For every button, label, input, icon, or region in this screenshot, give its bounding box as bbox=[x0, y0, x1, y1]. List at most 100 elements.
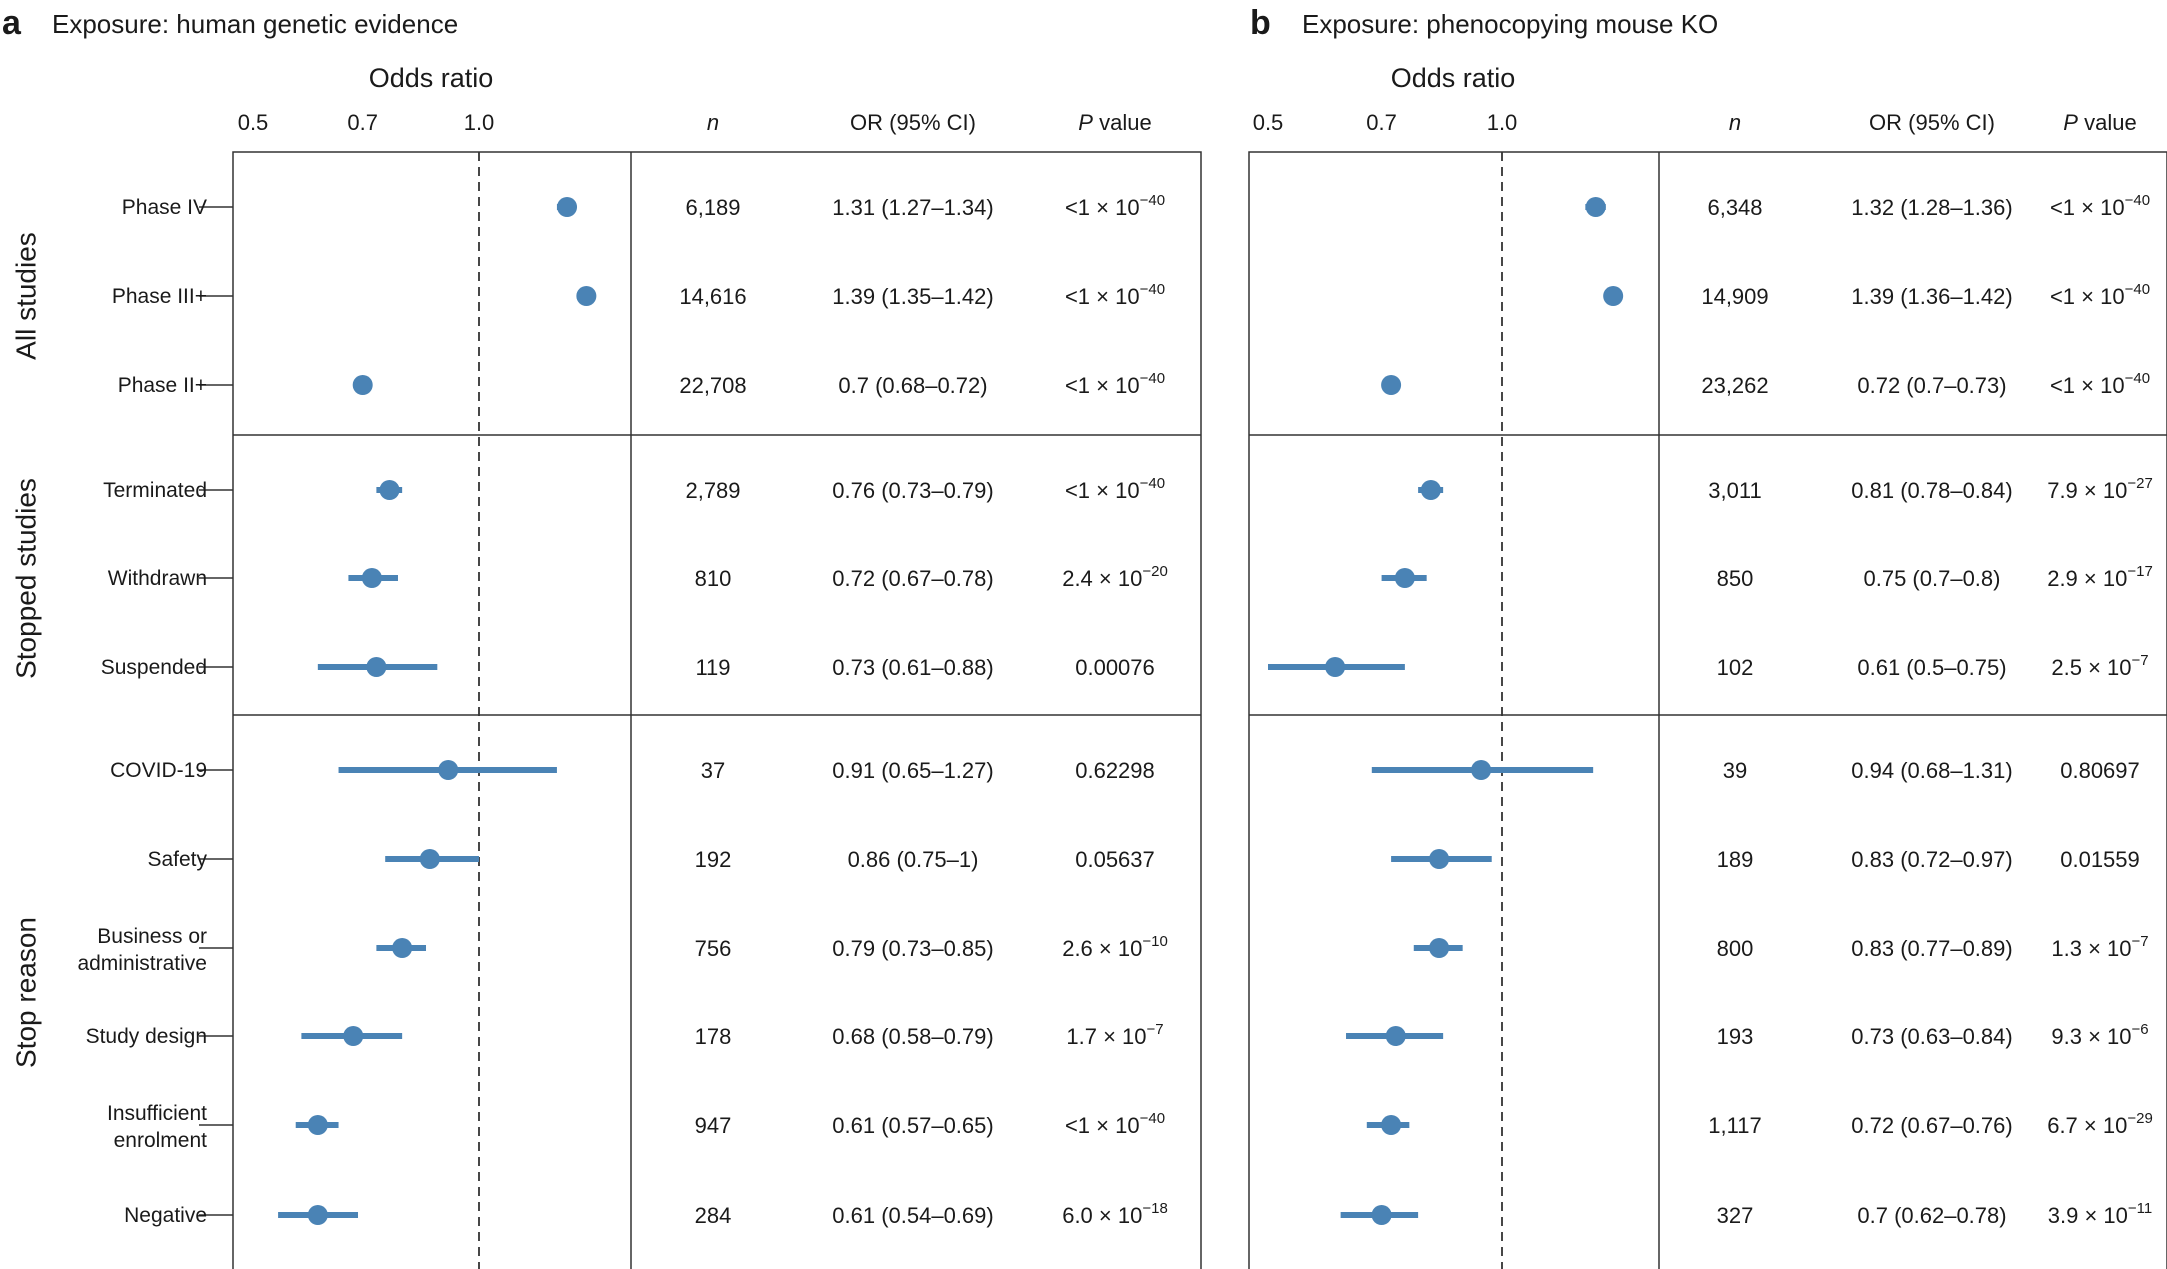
p-exponent: −6 bbox=[2132, 1021, 2149, 1038]
cell-p-value: 0.05637 bbox=[1075, 847, 1155, 872]
or-point bbox=[438, 760, 459, 780]
p-base: 0.80697 bbox=[2060, 758, 2140, 783]
or-point bbox=[352, 375, 373, 395]
row-10: 1,117 0.72 (0.67–0.76) 6.7 × 10−29 bbox=[1366, 1110, 2153, 1138]
or-point bbox=[307, 1115, 328, 1135]
cell-p-value: 6.7 × 10−29 bbox=[2047, 1110, 2153, 1138]
or-point bbox=[1429, 938, 1450, 958]
cell-n: 23,262 bbox=[1701, 373, 1768, 398]
row-7: 192 0.86 (0.75–1) 0.05637 Safety bbox=[147, 847, 1154, 872]
row-2: 23,262 0.72 (0.7–0.73) <1 × 10−40 bbox=[1381, 370, 2150, 398]
row-4: 810 0.72 (0.67–0.78) 2.4 × 10−20 Withdrawn bbox=[108, 563, 1168, 591]
cell-n: 850 bbox=[1717, 566, 1754, 591]
cell-p-value: <1 × 10−40 bbox=[2050, 281, 2150, 309]
p-base: <1 × 10 bbox=[1065, 284, 1140, 309]
cell-or: 0.83 (0.72–0.97) bbox=[1851, 847, 2012, 872]
cell-or: 0.73 (0.61–0.88) bbox=[832, 655, 993, 680]
p-base: <1 × 10 bbox=[2050, 373, 2125, 398]
cell-p-value: 2.5 × 10−7 bbox=[2051, 652, 2148, 680]
p-exponent: −40 bbox=[1140, 281, 1165, 298]
cell-n: 1,117 bbox=[1708, 1113, 1761, 1138]
or-point bbox=[419, 849, 440, 869]
cell-p-value: <1 × 10−40 bbox=[1065, 1110, 1165, 1138]
cell-p-value: 0.62298 bbox=[1075, 758, 1155, 783]
p-exponent: −27 bbox=[2127, 475, 2152, 492]
or-point bbox=[557, 197, 578, 217]
or-point bbox=[361, 568, 382, 588]
cell-p-value: <1 × 10−40 bbox=[1065, 281, 1165, 309]
or-point bbox=[379, 480, 400, 500]
panel-frame bbox=[1248, 151, 2167, 1269]
cell-or: 0.61 (0.54–0.69) bbox=[832, 1203, 993, 1228]
p-base: <1 × 10 bbox=[1065, 478, 1140, 503]
cell-n: 39 bbox=[1723, 758, 1747, 783]
or-point bbox=[1394, 568, 1415, 588]
p-base: 2.6 × 10 bbox=[1062, 936, 1142, 961]
cell-or: 0.79 (0.73–0.85) bbox=[832, 936, 993, 961]
cell-p-value: <1 × 10−40 bbox=[1065, 370, 1165, 398]
p-base: 3.9 × 10 bbox=[2048, 1203, 2128, 1228]
cell-p-value: <1 × 10−40 bbox=[1065, 192, 1165, 220]
p-base: 0.00076 bbox=[1075, 655, 1155, 680]
row-label: administrative bbox=[77, 952, 207, 975]
p-base: 6.7 × 10 bbox=[2047, 1113, 2127, 1138]
cell-p-value: 0.80697 bbox=[2060, 758, 2140, 783]
cell-or: 0.83 (0.77–0.89) bbox=[1851, 936, 2012, 961]
p-exponent: −40 bbox=[1140, 192, 1165, 209]
cell-n: 756 bbox=[695, 936, 732, 961]
row-label: Phase II+ bbox=[118, 374, 207, 397]
p-exponent: −40 bbox=[2125, 281, 2150, 298]
cell-p-value: 0.00076 bbox=[1075, 655, 1155, 680]
cell-p-value: <1 × 10−40 bbox=[1065, 475, 1165, 503]
group-label: Stopped studies bbox=[10, 478, 41, 679]
row-3: 2,789 0.76 (0.73–0.79) <1 × 10−40 Terminate… bbox=[103, 475, 1165, 503]
p-exponent: −40 bbox=[1140, 1110, 1165, 1127]
cell-or: 0.72 (0.67–0.78) bbox=[832, 566, 993, 591]
cell-p-value: <1 × 10−40 bbox=[2050, 192, 2150, 220]
row-label: Phase III+ bbox=[112, 285, 207, 308]
p-base: 1.3 × 10 bbox=[2051, 936, 2131, 961]
cell-or: 0.75 (0.7–0.8) bbox=[1864, 566, 2001, 591]
row-8: 800 0.83 (0.77–0.89) 1.3 × 10−7 bbox=[1413, 933, 2149, 961]
or-point bbox=[1603, 286, 1624, 306]
cell-p-value: 2.4 × 10−20 bbox=[1062, 563, 1168, 591]
column-header-p-rest: value bbox=[2078, 110, 2137, 135]
p-exponent: −10 bbox=[1142, 933, 1167, 950]
row-8: 756 0.79 (0.73–0.85) 2.6 × 10−10 Business o… bbox=[77, 925, 1167, 975]
row-0: 6,189 1.31 (1.27–1.34) <1 × 10−40 Phase IV bbox=[122, 192, 1165, 220]
cell-n: 284 bbox=[695, 1203, 732, 1228]
cell-n: 14,616 bbox=[679, 284, 746, 309]
or-point bbox=[1429, 849, 1450, 869]
cell-or: 0.81 (0.78–0.84) bbox=[1851, 478, 2012, 503]
p-exponent: −7 bbox=[2132, 933, 2149, 950]
x-tick-label: 0.5 bbox=[1253, 110, 1284, 135]
p-base: 0.62298 bbox=[1075, 758, 1155, 783]
cell-p-value: 1.7 × 10−7 bbox=[1066, 1021, 1163, 1049]
or-point bbox=[1381, 375, 1402, 395]
cell-or: 0.68 (0.58–0.79) bbox=[832, 1024, 993, 1049]
cell-or: 0.73 (0.63–0.84) bbox=[1851, 1024, 2012, 1049]
cell-or: 0.7 (0.68–0.72) bbox=[838, 373, 987, 398]
x-tick-label: 0.5 bbox=[238, 110, 269, 135]
p-base: <1 × 10 bbox=[1065, 195, 1140, 220]
cell-n: 178 bbox=[695, 1024, 732, 1049]
panel-title: Exposure: human genetic evidence bbox=[52, 9, 458, 39]
row-label: Study design bbox=[86, 1025, 207, 1048]
panel-letter: b bbox=[1250, 4, 1271, 42]
cell-p-value: 1.3 × 10−7 bbox=[2051, 933, 2148, 961]
column-header-p-italic: P bbox=[2063, 110, 2078, 135]
cell-n: 14,909 bbox=[1701, 284, 1768, 309]
p-exponent: −40 bbox=[2125, 370, 2150, 387]
p-exponent: −40 bbox=[2125, 192, 2150, 209]
panel-a: a Exposure: human genetic evidence Odds ra… bbox=[2, 4, 1202, 1269]
p-exponent: −40 bbox=[1140, 370, 1165, 387]
cell-n: 810 bbox=[695, 566, 732, 591]
row-4: 850 0.75 (0.7–0.8) 2.9 × 10−17 bbox=[1381, 563, 2153, 591]
p-exponent: −18 bbox=[1142, 1200, 1167, 1217]
row-label: Withdrawn bbox=[108, 567, 207, 590]
row-1: 14,616 1.39 (1.35–1.42) <1 × 10−40 Phase II… bbox=[112, 281, 1165, 309]
column-header-n: n bbox=[1729, 110, 1741, 135]
row-0: 6,348 1.32 (1.28–1.36) <1 × 10−40 bbox=[1585, 192, 2150, 220]
p-base: 2.9 × 10 bbox=[2047, 566, 2127, 591]
p-exponent: −20 bbox=[1142, 563, 1167, 580]
